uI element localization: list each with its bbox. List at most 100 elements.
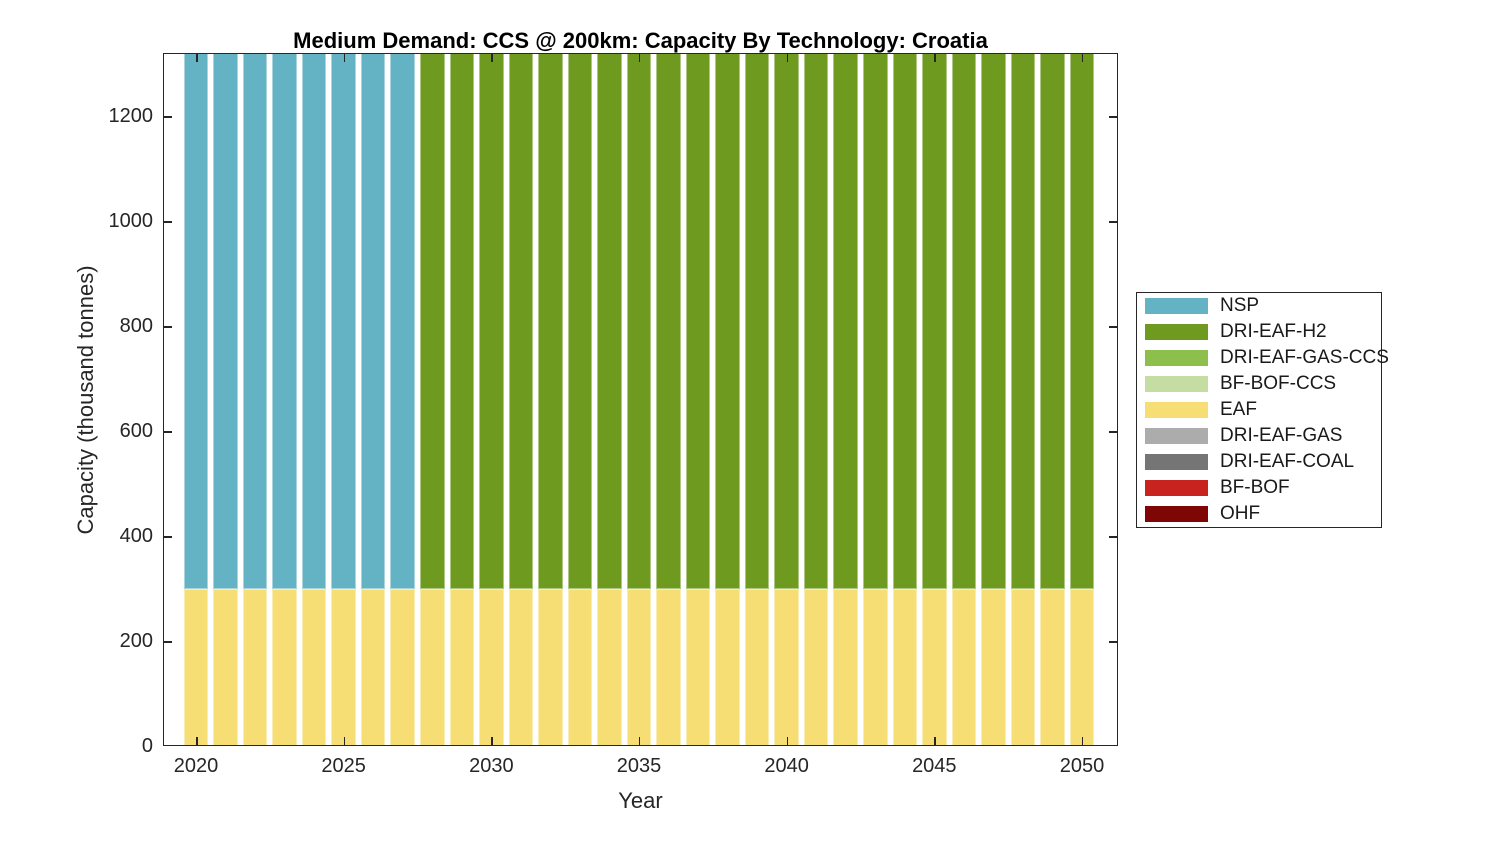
bars-container [163,53,1118,746]
legend-swatch [1145,401,1208,418]
bar-2024-EAF [301,588,327,746]
legend-label: BF-BOF [1220,476,1290,498]
y-tick-label-0: 0 [141,735,153,757]
bar-2021-EAF [213,588,238,746]
y-tick-label-600: 600 [119,420,153,442]
legend-row-eaf: EAF [1137,397,1381,422]
y-tick-label-1200: 1200 [108,105,154,127]
bar-2024-NSP [301,53,327,589]
bar-2046-EAF [951,588,977,746]
x-tick-label-2050: 2050 [1059,755,1105,777]
bar-2048-EAF [1010,588,1036,746]
plot-area [163,53,1118,746]
x-tick-label-2030: 2030 [469,755,514,777]
bar-2033-EAF [567,588,593,746]
x-tick-label-2045: 2045 [912,755,957,777]
legend-row-bf-bof-ccs: BF-BOF-CCS [1137,372,1381,397]
legend-row-nsp: NSP [1137,294,1381,319]
legend-swatch [1145,298,1208,315]
bar-2030-EAF [479,588,504,746]
bar-2035-EAF [626,588,652,746]
bar-2045-EAF [922,588,947,746]
bar-2040-EAF [774,588,799,746]
legend: NSP DRI-EAF-H2 DRI-EAF-GAS-CCS BF-BOF-CCS EA… [1136,292,1389,528]
bar-2038-EAF [715,588,740,746]
y-tick-label-800: 800 [119,315,153,337]
bar-2020-EAF [183,588,209,746]
legend-label: DRI-EAF-H2 [1220,321,1327,343]
legend-swatch [1145,505,1208,522]
bar-2035-DRI-EAF-H2 [626,53,652,589]
legend-label: EAF [1220,398,1257,420]
legend-swatch [1145,453,1208,470]
bar-2044-DRI-EAF-H2 [892,53,918,589]
x-axis-label: Year [618,788,663,813]
bar-2047-EAF [981,588,1006,746]
legend-row-dri-eaf-coal: DRI-EAF-COAL [1137,449,1381,474]
bar-2026-EAF [360,588,386,746]
bar-2032-EAF [538,588,563,746]
legend-swatch [1145,427,1208,444]
bar-2033-DRI-EAF-H2 [567,53,593,589]
bar-2022-NSP [242,53,268,589]
bar-2050-EAF [1069,588,1095,746]
legend-row-ohf: OHF [1137,501,1381,526]
legend-label: DRI-EAF-GAS-CCS [1220,347,1389,369]
bar-2040-DRI-EAF-H2 [774,53,799,589]
bar-2042-DRI-EAF-H2 [833,53,858,589]
bar-2037-EAF [685,588,711,746]
bar-2048-DRI-EAF-H2 [1010,53,1036,589]
bar-2043-DRI-EAF-H2 [863,53,888,589]
bar-2036-DRI-EAF-H2 [656,53,681,589]
bar-2023-EAF [272,588,297,746]
bar-2022-EAF [242,588,268,746]
bar-2020-NSP [183,53,209,589]
bar-2039-DRI-EAF-H2 [744,53,770,589]
y-tick-label-1000: 1000 [108,210,154,232]
bar-2038-DRI-EAF-H2 [715,53,740,589]
bar-2029-EAF [449,588,475,746]
legend-swatch [1145,324,1208,341]
bar-2045-DRI-EAF-H2 [922,53,947,589]
bar-2041-DRI-EAF-H2 [803,53,829,589]
bar-2028-EAF [420,588,445,746]
x-tick-label-2020: 2020 [173,755,219,777]
bar-2043-EAF [863,588,888,746]
legend-label: DRI-EAF-GAS [1220,424,1343,446]
legend-row-dri-eaf-gas-ccs: DRI-EAF-GAS-CCS [1137,346,1389,371]
bar-2023-NSP [272,53,297,589]
bar-2039-EAF [744,588,770,746]
bar-2034-DRI-EAF-H2 [597,53,622,589]
bar-2030-DRI-EAF-H2 [479,53,504,589]
bar-2034-EAF [597,588,622,746]
legend-row-dri-eaf-h2: DRI-EAF-H2 [1137,320,1381,345]
bar-2021-NSP [213,53,238,589]
bar-2025-EAF [331,588,356,746]
bar-2044-EAF [892,588,918,746]
bar-2028-DRI-EAF-H2 [420,53,445,589]
bar-2031-EAF [508,588,534,746]
bar-2037-DRI-EAF-H2 [685,53,711,589]
bar-2050-DRI-EAF-H2 [1069,53,1095,589]
bar-2042-EAF [833,588,858,746]
bar-2047-DRI-EAF-H2 [981,53,1006,589]
bar-2049-DRI-EAF-H2 [1040,53,1065,589]
legend-row-dri-eaf-gas: DRI-EAF-GAS [1137,423,1381,448]
x-tick-label-2035: 2035 [616,755,662,777]
bar-2026-NSP [360,53,386,589]
bar-2031-DRI-EAF-H2 [508,53,534,589]
y-tick-label-200: 200 [119,630,153,652]
x-tick-label-2025: 2025 [321,755,366,777]
legend-label: BF-BOF-CCS [1220,373,1337,395]
bar-2049-EAF [1040,588,1065,746]
legend-row-bf-bof: BF-BOF [1137,475,1381,500]
legend-label: OHF [1220,502,1261,524]
bar-2029-DRI-EAF-H2 [449,53,475,589]
x-tick-label-2040: 2040 [764,755,809,777]
chart-title: Medium Demand: CCS @ 200km: Capacity By … [293,28,988,53]
bar-2041-EAF [803,588,829,746]
bar-2027-NSP [390,53,415,589]
bar-2036-EAF [656,588,681,746]
y-tick-label-400: 400 [119,525,153,547]
